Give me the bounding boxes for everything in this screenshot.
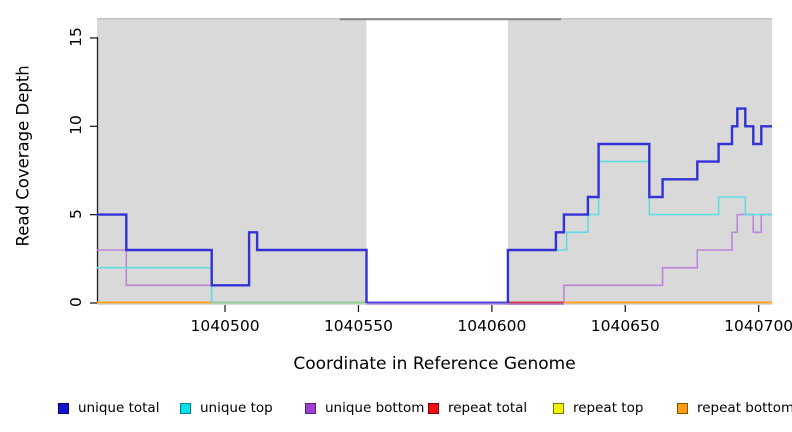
legend: unique total unique top unique bottom repea… bbox=[0, 398, 792, 422]
y-tick-label: 10 bbox=[67, 115, 85, 136]
legend-entry-unique-top: unique top bbox=[180, 398, 273, 418]
legend-label: unique top bbox=[200, 400, 273, 416]
x-tick-label: 1040700 bbox=[724, 317, 792, 335]
y-tick-label: 15 bbox=[67, 27, 85, 47]
legend-label: unique total bbox=[78, 400, 160, 416]
y-tick-label: 5 bbox=[67, 208, 85, 219]
legend-swatch-icon bbox=[428, 402, 439, 414]
y-tick-label: 0 bbox=[67, 297, 85, 307]
legend-label: repeat top bbox=[573, 400, 644, 416]
legend-label: repeat bottom bbox=[697, 400, 792, 416]
legend-entry-repeat-top: repeat top bbox=[553, 398, 643, 418]
x-axis-title: Coordinate in Reference Genome bbox=[293, 354, 576, 374]
legend-swatch-icon bbox=[180, 402, 191, 414]
covered-region-left bbox=[97, 18, 367, 305]
legend-entry-unique-total: unique total bbox=[58, 398, 159, 418]
x-tick-label: 1040600 bbox=[457, 317, 527, 335]
legend-entry-unique-bottom: unique bottom bbox=[305, 398, 424, 418]
legend-label: repeat total bbox=[448, 400, 528, 416]
legend-swatch-icon bbox=[305, 402, 316, 414]
legend-label: unique bottom bbox=[325, 400, 425, 416]
legend-swatch-icon bbox=[58, 402, 69, 414]
legend-entry-repeat-total: repeat total bbox=[428, 398, 527, 418]
legend-entry-repeat-bottom: repeat bottom bbox=[677, 398, 792, 418]
legend-swatch-icon bbox=[553, 402, 564, 414]
y-axis-title: Read Coverage Depth bbox=[13, 65, 33, 247]
x-tick-label: 1040500 bbox=[190, 317, 260, 335]
x-tick-label: 1040650 bbox=[590, 317, 660, 335]
legend-swatch-icon bbox=[677, 402, 688, 414]
series-unique-total bbox=[97, 107, 772, 303]
x-tick-label: 1040550 bbox=[323, 317, 393, 335]
